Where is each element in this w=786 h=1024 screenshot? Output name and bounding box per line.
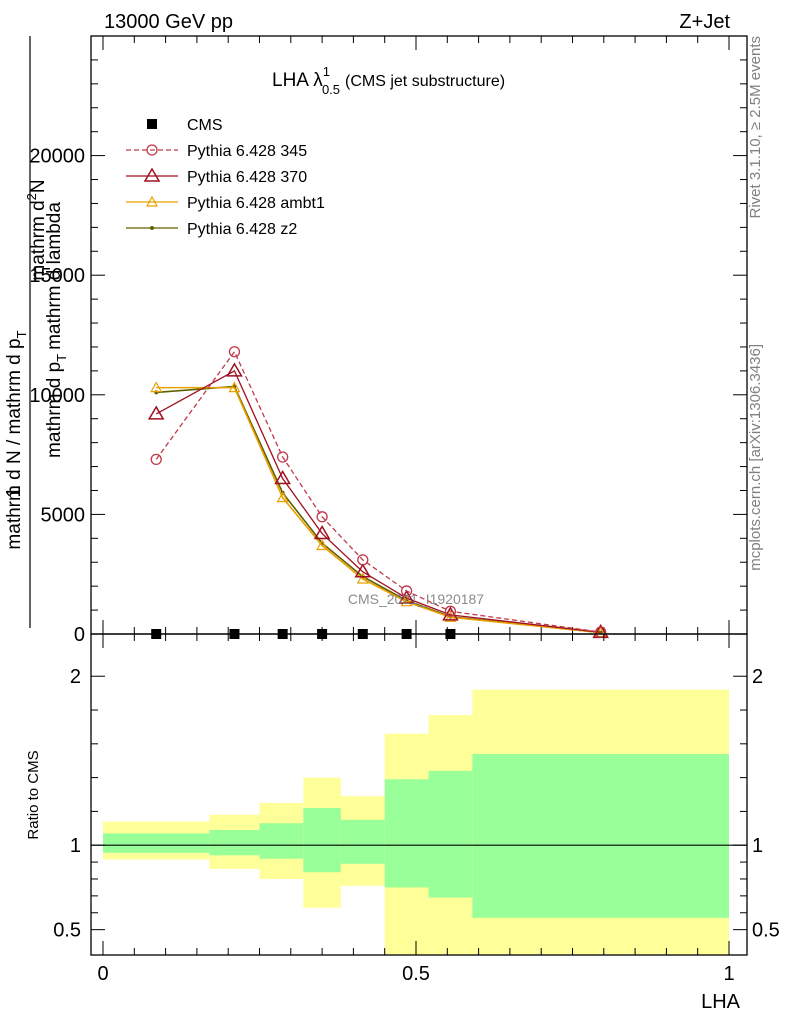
x-tick-label: 0.5 xyxy=(402,963,430,985)
series-line-s345 xyxy=(155,350,601,633)
rivet-label: Rivet 3.1.10, ≥ 2.5M events xyxy=(747,36,764,219)
data-point-s345 xyxy=(444,605,457,617)
svg-text:LHA λ10.5(CMS jet substructure: LHA λ1 0.5 (CMS jet substructure) xyxy=(272,64,505,97)
legend-label-s370: Pythia 6.428 370 xyxy=(187,169,307,186)
ratio-band-inner xyxy=(259,823,304,859)
data-point-s370 xyxy=(398,589,415,604)
ratio-band-inner xyxy=(428,770,473,898)
data-point-s345 xyxy=(357,554,369,566)
data-point-s345 xyxy=(400,585,413,597)
legend-marker-s370 xyxy=(143,167,161,182)
ratio-y-tick-label: 2 xyxy=(70,666,81,688)
ylabel-line1: mathrm d N / mathrm d p xyxy=(4,338,25,549)
ylabel-line1-sub: T xyxy=(14,330,29,338)
ylabel-den-rest: mathrm d lambda xyxy=(44,202,65,350)
ratio-band-inner xyxy=(384,779,429,888)
data-point-ambt1 xyxy=(316,539,329,551)
y-tick-label: 20000 xyxy=(29,146,85,168)
header-right: Z+Jet xyxy=(679,11,730,33)
ratio-band-inner xyxy=(103,833,210,853)
legend-marker-cms xyxy=(147,119,157,129)
ratio-y-tick-label-right: 2 xyxy=(752,666,763,688)
data-point-s370 xyxy=(274,470,291,485)
plot-title: LHA λ1 0.5 (CMS jet substructure) xyxy=(272,64,505,97)
ratio-y-tick-label: 0.5 xyxy=(53,920,81,942)
data-point-s370 xyxy=(226,362,243,377)
data-point-s345 xyxy=(316,511,328,523)
svg-text:mathrm d pTmathrm d lambda: mathrm d pTmathrm d lambda xyxy=(44,202,69,458)
y-tick-label: 0 xyxy=(74,624,85,646)
svg-text:mathrm d2N: mathrm d2N xyxy=(24,179,49,280)
ratio-band-inner xyxy=(303,808,341,873)
legend-label-z2: Pythia 6.428 z2 xyxy=(187,221,297,238)
x-tick-label: 1 xyxy=(723,963,734,985)
title-sub: 0.5 xyxy=(322,82,340,97)
main-ylabel: 1 mathrm d N / mathrm d pT mathrm d2N ma… xyxy=(3,36,69,628)
ratio-frame xyxy=(90,633,748,956)
legend: CMS Pythia 6.428 345 Pythia 6.428 370 Pythi… xyxy=(126,117,325,238)
legend-label-cms: CMS xyxy=(187,117,223,134)
title-main: LHA λ xyxy=(272,70,323,91)
legend-label-s345: Pythia 6.428 345 xyxy=(187,143,307,160)
series-line-s370 xyxy=(155,369,601,633)
data-point-ambt1 xyxy=(276,491,289,503)
ratio-band-inner xyxy=(209,829,260,856)
ylabel-num-sup: 2 xyxy=(24,193,39,200)
data-point-s345 xyxy=(277,451,289,463)
data-point-ambt1 xyxy=(444,611,457,622)
data-point-ambt1 xyxy=(400,595,413,607)
ratio-ylabel: Ratio to CMS xyxy=(25,750,42,839)
svg-text:mathrm d N / mathrm d pT: mathrm d N / mathrm d pT xyxy=(4,330,29,549)
y-tick-label: 5000 xyxy=(41,504,86,526)
ylabel-num-rest: N xyxy=(28,179,49,193)
y-tick-label: 10000 xyxy=(29,385,85,407)
data-point-s370 xyxy=(147,405,165,420)
header-left: 13000 GeV pp xyxy=(104,11,233,33)
ratio-y-tick-label-right: 1 xyxy=(752,835,763,857)
data-point-s345 xyxy=(150,453,162,466)
ratio-band-inner xyxy=(472,753,729,918)
data-point-s370 xyxy=(442,606,459,621)
xlabel: LHA xyxy=(701,991,741,1013)
ylabel-num: mathrm d xyxy=(28,200,49,280)
legend-marker-ambt1 xyxy=(145,195,159,207)
data-point-s345 xyxy=(228,346,241,358)
legend-marker-s345 xyxy=(146,144,158,156)
legend-label-ambt1: Pythia 6.428 ambt1 xyxy=(187,195,325,212)
title-sup: 1 xyxy=(323,64,330,79)
data-point-s345 xyxy=(595,626,607,638)
data-point-ambt1 xyxy=(356,572,369,584)
y-tick-label: 15000 xyxy=(29,265,85,287)
ylabel-den: mathrm d p xyxy=(44,362,65,458)
data-point-s370 xyxy=(313,525,331,540)
ratio-band-inner xyxy=(340,819,385,864)
data-point-s370 xyxy=(354,563,372,578)
main-plot: 0 5000 10000 15000 20000 xyxy=(29,35,748,646)
title-rest: (CMS jet substructure) xyxy=(345,73,505,90)
data-point-ambt1 xyxy=(150,381,163,393)
ylabel-top: 1 xyxy=(3,486,25,497)
legend-marker-z2 xyxy=(150,226,154,230)
ratio-y-tick-label-right: 0.5 xyxy=(752,920,780,942)
data-point-z2 xyxy=(154,390,159,395)
x-tick-label: 0 xyxy=(97,963,108,985)
watermark: CMS_2021_I1920187 xyxy=(348,591,484,607)
ratio-plot: 0 0.5 1 0.5 0.5 1 1 2 2 xyxy=(53,633,780,985)
series-line-ambt1 xyxy=(156,386,601,634)
ratio-y-tick-label: 1 xyxy=(70,835,81,857)
mcplots-label: mcplots.cern.ch [arXiv:1306.3436] xyxy=(747,344,764,571)
ylabel-den-sub: T xyxy=(54,354,69,362)
data-point-ambt1 xyxy=(228,381,241,393)
